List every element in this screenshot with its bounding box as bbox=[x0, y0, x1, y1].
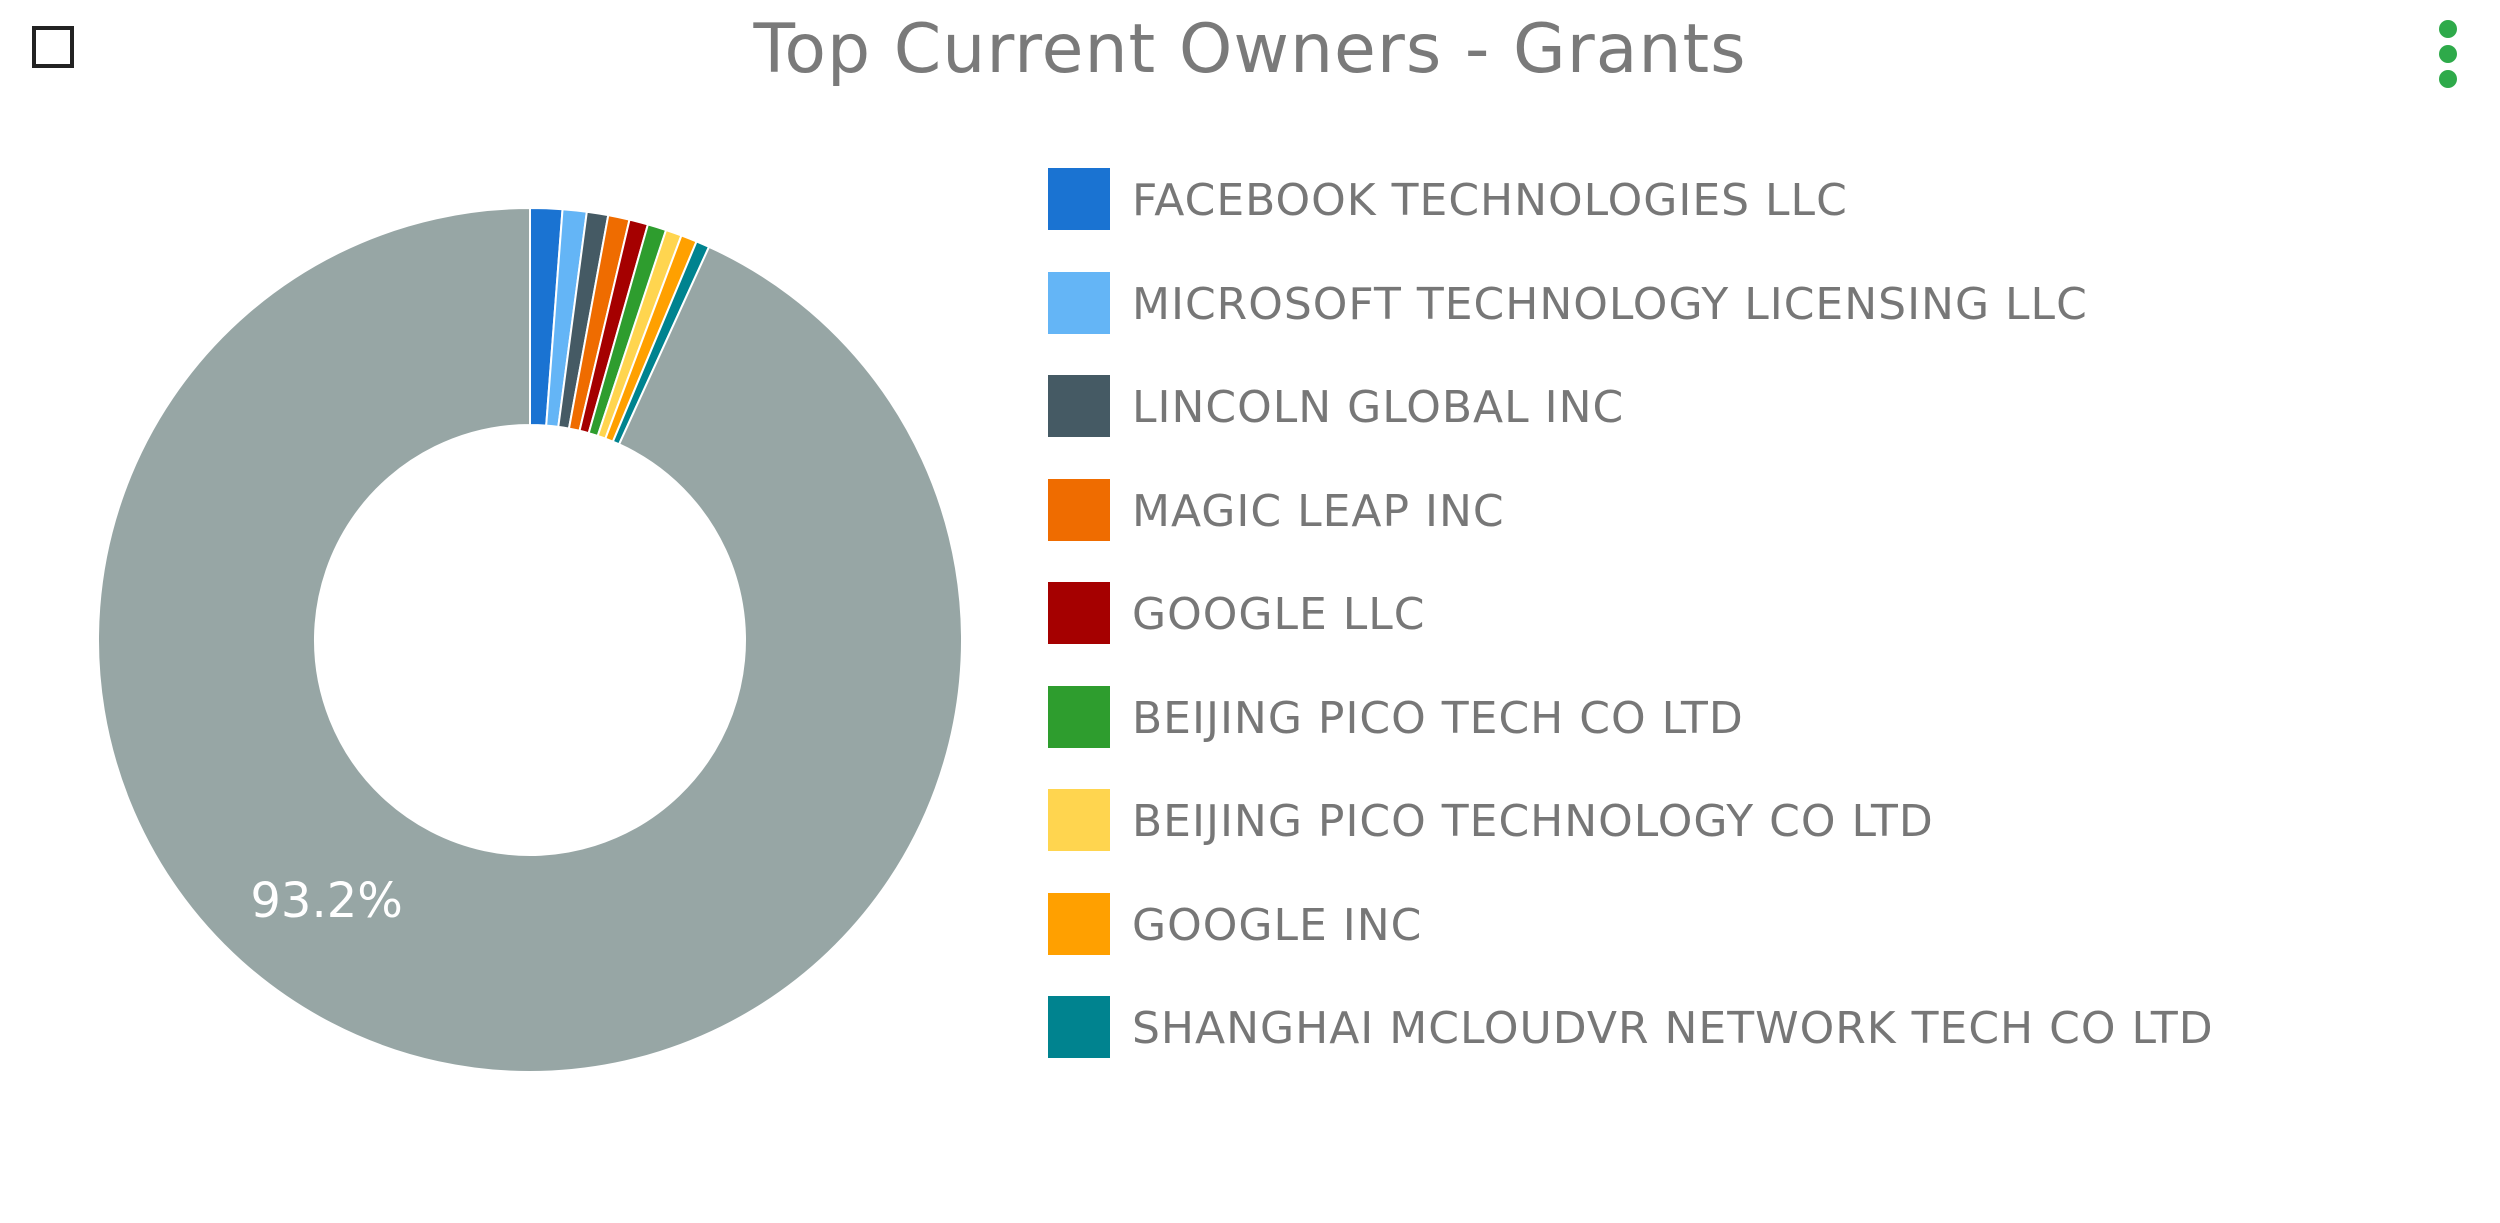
legend-swatch bbox=[1048, 478, 1110, 541]
legend-label: SHANGHAI MCLOUDVR NETWORK TECH CO LTD bbox=[1132, 1003, 2214, 1054]
legend-label: FACEBOOK TECHNOLOGIES LLC bbox=[1132, 175, 1848, 226]
select-checkbox[interactable] bbox=[32, 26, 74, 68]
legend-label: MICROSOFT TECHNOLOGY LICENSING LLC bbox=[1132, 278, 2088, 330]
legend-label: GOOGLE LLC bbox=[1132, 589, 1426, 640]
chart-title: Top Current Owners - Grants bbox=[753, 10, 1747, 89]
legend-swatch bbox=[1048, 271, 1110, 334]
legend-swatch bbox=[1048, 582, 1110, 644]
legend-label: BEIJING PICO TECH CO LTD bbox=[1132, 692, 1744, 744]
slice-data-label: 93.2% bbox=[250, 873, 402, 929]
legend-label: LINCOLN GLOBAL INC bbox=[1132, 382, 1625, 433]
kebab-menu-icon[interactable] bbox=[2430, 16, 2466, 92]
legend-swatch bbox=[1048, 168, 1110, 230]
legend-swatch bbox=[1048, 375, 1110, 437]
legend-swatch bbox=[1048, 996, 1110, 1058]
donut-slice[interactable] bbox=[97, 206, 963, 1073]
legend-swatch bbox=[1048, 789, 1110, 851]
donut-chart: 93.2% bbox=[97, 206, 963, 1073]
legend-label: BEIJING PICO TECHNOLOGY CO LTD bbox=[1132, 796, 1934, 847]
legend-label: MAGIC LEAP INC bbox=[1132, 485, 1505, 537]
legend-label: GOOGLE INC bbox=[1132, 899, 1423, 951]
legend-swatch bbox=[1048, 892, 1110, 955]
legend-swatch bbox=[1048, 685, 1110, 748]
